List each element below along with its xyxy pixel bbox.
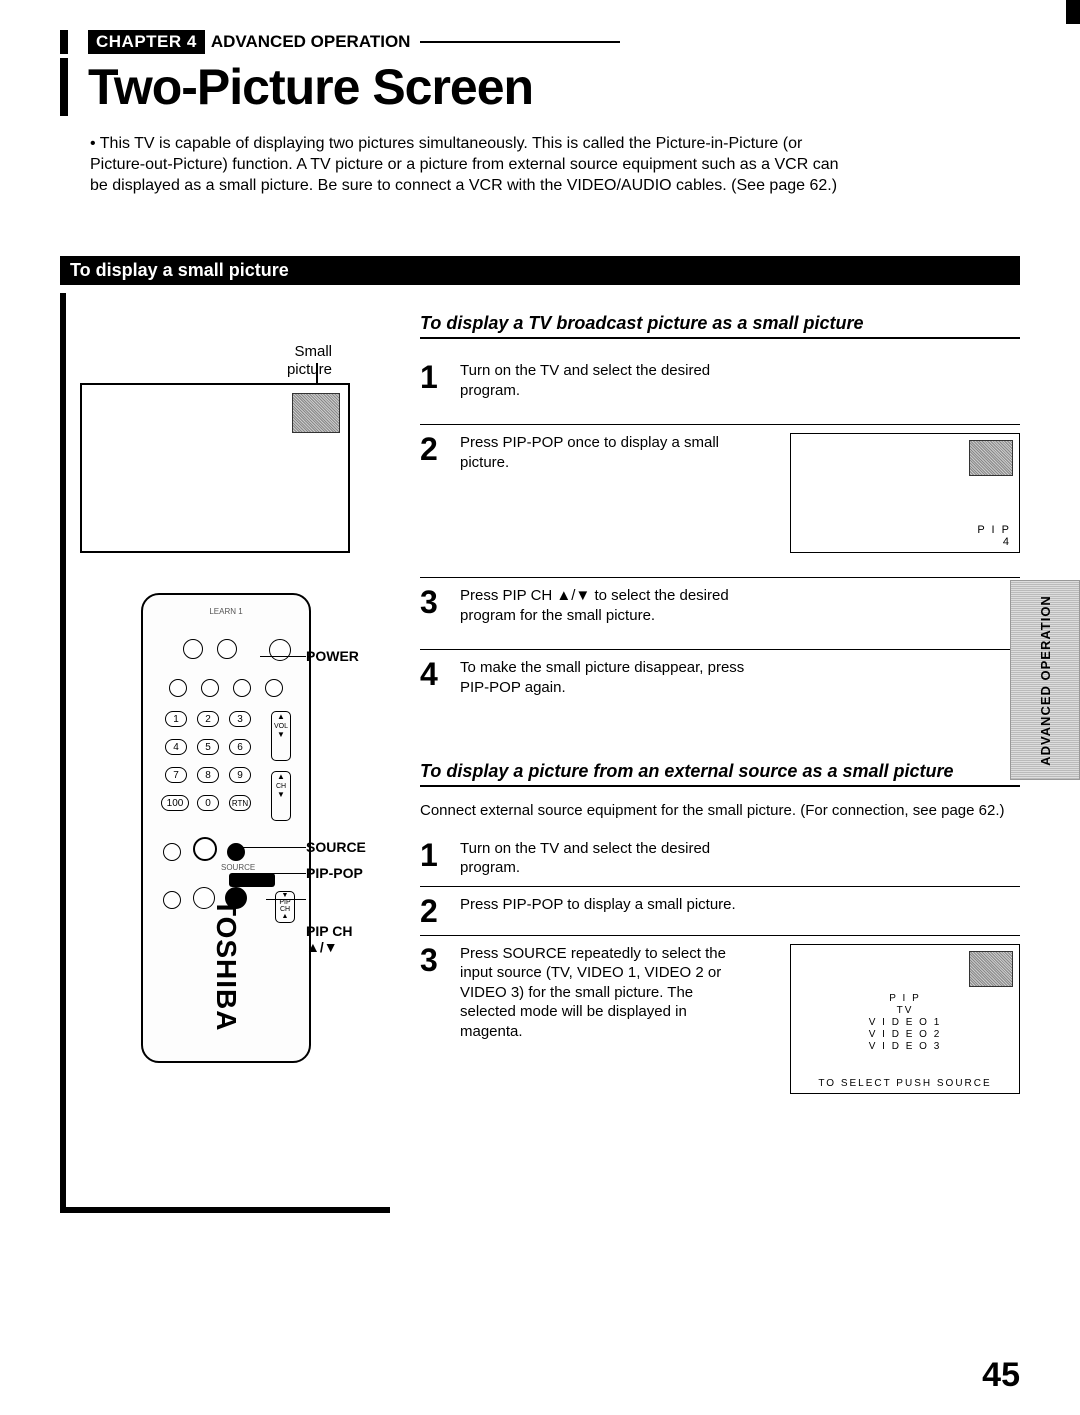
step: 2 Press PIP-POP once to display a small … (420, 424, 1020, 577)
step-text: Press PIP CH ▲/▼ to select the desired p… (460, 586, 760, 625)
steps-b: 1 Turn on the TV and select the desired … (420, 831, 1020, 1118)
step-text: Press PIP-POP to display a small picture… (460, 895, 760, 927)
step-figure-source: P I P TV V I D E O 1 V I D E O 2 V I D E… (790, 944, 1020, 1094)
step-number: 3 (420, 944, 460, 1094)
chapter-line: CHAPTER 4 ADVANCED OPERATION (60, 30, 1020, 54)
steps-a: 1 Turn on the TV and select the desired … (420, 353, 1020, 721)
callout-pip-pop: PIP-POP (306, 865, 363, 881)
edge-mark (1066, 0, 1080, 24)
step-number: 2 (420, 895, 460, 927)
step-number: 2 (420, 433, 460, 553)
pointer-line (316, 363, 318, 385)
section-bar: To display a small picture (60, 256, 1020, 285)
small-picture-label: Small picture (80, 343, 332, 379)
step: 3 Press PIP CH ▲/▼ to select the desired… (420, 577, 1020, 649)
side-tab: ADVANCED OPERATION (1010, 580, 1080, 780)
callout-source: SOURCE (306, 839, 366, 855)
page-title: Two-Picture Screen (60, 58, 1020, 116)
callout-power: POWER (306, 648, 359, 664)
tv-illustration (80, 383, 350, 553)
step: 3 Press SOURCE repeatedly to select the … (420, 935, 1020, 1118)
step-number: 1 (420, 839, 460, 878)
step: 1 Turn on the TV and select the desired … (420, 353, 1020, 424)
connect-note: Connect external source equipment for th… (420, 801, 1020, 821)
step-text: To make the small picture disappear, pre… (460, 658, 760, 697)
step-text: Press PIP-POP once to display a small pi… (460, 433, 760, 553)
sub-heading-b: To display a picture from an external so… (420, 761, 1020, 787)
step-number: 3 (420, 586, 460, 625)
brand-logo: TOSHIBA (210, 899, 242, 1032)
step: 2 Press PIP-POP to display a small pictu… (420, 886, 1020, 935)
callout-pip-ch: PIP CH ▲/▼ (306, 891, 352, 955)
chapter-badge: CHAPTER 4 (88, 30, 205, 54)
step-number: 1 (420, 361, 460, 400)
step: 1 Turn on the TV and select the desired … (420, 831, 1020, 886)
right-column: To display a TV broadcast picture as a s… (390, 293, 1020, 1213)
chapter-label: ADVANCED OPERATION (211, 32, 411, 52)
sub-heading-a: To display a TV broadcast picture as a s… (420, 313, 1020, 339)
intro-paragraph: This TV is capable of displaying two pic… (90, 134, 850, 196)
page-number: 45 (982, 1356, 1020, 1395)
step-text: Turn on the TV and select the desired pr… (460, 839, 760, 878)
step-number: 4 (420, 658, 460, 697)
step-text: Press SOURCE repeatedly to select the in… (460, 944, 760, 1094)
remote-illustration: LEARN 1 1 2 3 4 5 6 7 8 9 100 0 RTN ▲VOL… (141, 593, 311, 1063)
step: 4 To make the small picture disappear, p… (420, 649, 1020, 721)
step-text: Turn on the TV and select the desired pr… (460, 361, 760, 400)
pip-box (292, 393, 340, 433)
left-column: Small picture LEARN 1 1 2 3 4 5 6 7 8 9 (60, 293, 390, 1213)
step-figure-pip: P I P 4 (790, 433, 1020, 553)
chapter-rule (420, 41, 620, 43)
